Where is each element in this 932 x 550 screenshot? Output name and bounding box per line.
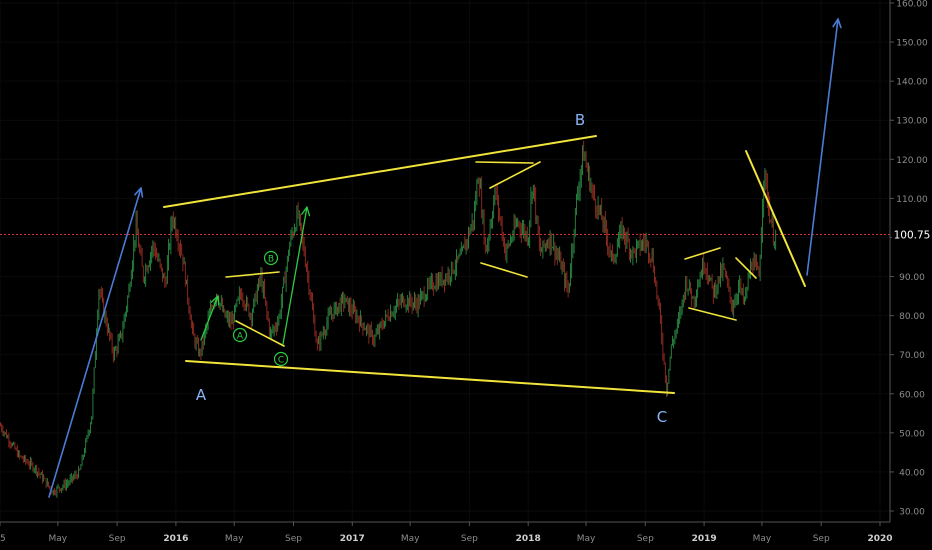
small-flag-line <box>735 257 757 279</box>
x-tick-label: May <box>225 534 244 544</box>
flag-top-line <box>475 161 534 164</box>
circled-label-ring <box>263 250 279 266</box>
y-tick-label: 140.00 <box>896 78 928 88</box>
circled-label-a: A <box>232 327 248 343</box>
triangle-upper-line <box>225 271 280 278</box>
rally-arrow <box>48 187 142 498</box>
projection-arrow <box>806 18 839 276</box>
candles-layer <box>0 140 777 498</box>
drawings-layer <box>48 18 842 498</box>
x-tick-label: 2016 <box>163 534 188 544</box>
circled-label-ring <box>273 351 289 367</box>
flag-bottom-line <box>480 262 528 278</box>
wedge-lower-line <box>688 307 737 321</box>
circled-label-b: B <box>263 250 279 266</box>
circled-label-ring <box>232 327 248 343</box>
wave-arrow-2-head <box>301 206 311 217</box>
x-tick-label: 2019 <box>692 534 717 544</box>
x-tick-label: May <box>577 534 596 544</box>
projection-arrow-head <box>832 18 842 29</box>
x-tick-label: 15 <box>0 534 6 544</box>
wave-label-a: A <box>196 386 207 404</box>
x-tick-label: May <box>401 534 420 544</box>
y-tick-label: 150.00 <box>896 39 928 49</box>
y-tick-label: 30.00 <box>899 508 925 518</box>
wave-labels-layer: A B C A B C <box>196 111 667 426</box>
y-tick-label: 70.00 <box>899 351 925 361</box>
triangle-lower-line <box>235 320 285 347</box>
x-tick-label: Sep <box>109 534 126 544</box>
circled-label-c: C <box>273 351 289 367</box>
flag-diagonal-line <box>489 161 541 189</box>
wave-arrow-2 <box>282 206 308 345</box>
projected-decline-line <box>745 150 806 287</box>
x-tick-label: Sep <box>813 534 830 544</box>
y-tick-label: 160.00 <box>896 0 928 10</box>
lower-channel-line <box>185 360 675 394</box>
y-tick-label: 40.00 <box>899 468 925 478</box>
current-price-label: 100.75 <box>894 230 931 242</box>
x-tick-label: May <box>49 534 68 544</box>
wave-label-c: C <box>657 408 667 426</box>
chart-grid <box>0 0 890 522</box>
rally-arrow-head <box>134 187 144 198</box>
wave-arrow-1-head <box>210 295 220 306</box>
x-tick-label: Sep <box>461 534 478 544</box>
y-tick-label: 110.00 <box>896 195 928 205</box>
circled-label-text: B <box>268 255 274 265</box>
x-tick-label: 2020 <box>867 534 892 544</box>
upper-channel-line <box>163 135 597 208</box>
circled-label-text: A <box>237 332 244 342</box>
y-tick-label: 80.00 <box>899 312 925 322</box>
circled-label-text: C <box>278 356 284 366</box>
y-tick-label: 50.00 <box>899 429 925 439</box>
x-tick-label: May <box>753 534 772 544</box>
x-tick-label: 2017 <box>340 534 365 544</box>
current-price-tag: 100.75 <box>892 227 932 242</box>
y-tick-label: 60.00 <box>899 390 925 400</box>
x-tick-label: Sep <box>285 534 302 544</box>
y-tick-label: 130.00 <box>896 117 928 127</box>
wave-arrow-1 <box>200 295 219 341</box>
y-tick-label: 90.00 <box>899 273 925 283</box>
x-tick-label: 2018 <box>516 534 541 544</box>
x-tick-label: Sep <box>637 534 654 544</box>
wave-label-b: B <box>575 111 585 129</box>
wedge-upper-line <box>684 247 721 260</box>
y-tick-label: 120.00 <box>896 156 928 166</box>
